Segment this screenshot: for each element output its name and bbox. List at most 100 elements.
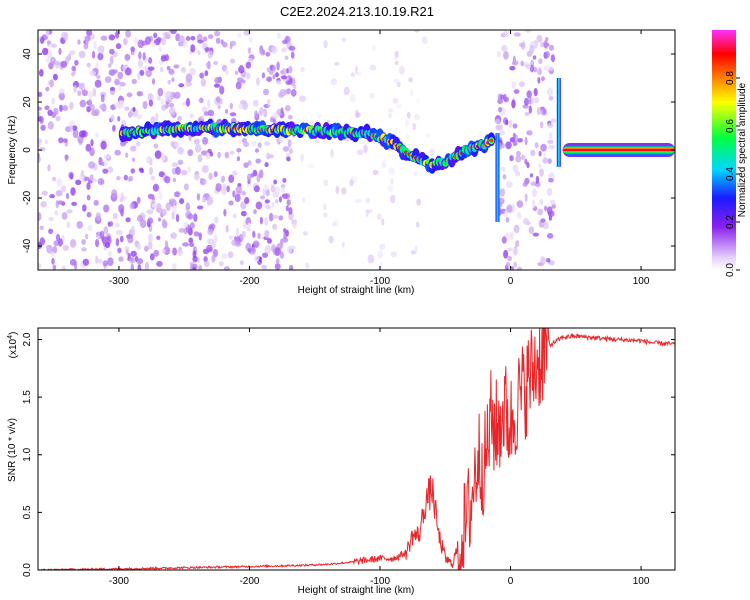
heatmap-noise-cell: [406, 112, 411, 119]
heatmap-noise-cell: [80, 169, 85, 177]
heatmap-noise-cell: [161, 104, 167, 111]
heatmap-noise-cell: [130, 46, 135, 53]
heatmap-noise-cell: [254, 255, 260, 262]
heatmap-noise-cell: [229, 112, 237, 117]
heatmap-noise-cell: [142, 52, 146, 61]
heatmap-noise-cell: [509, 137, 516, 143]
heatmap-noise-cell: [75, 179, 82, 186]
heatmap-noise-cell: [355, 112, 361, 118]
heatmap-noise-cell: [161, 36, 166, 46]
heatmap-noise-cell: [86, 62, 91, 68]
heatmap-noise-cell: [341, 37, 346, 42]
heatmap-noise-cell: [211, 241, 217, 248]
heatmap-noise-cell: [229, 43, 233, 50]
heatmap-noise-cell: [285, 80, 292, 86]
heatmap-noise-cell: [307, 163, 315, 169]
heatmap-noise-cell: [315, 139, 320, 144]
heatmap-noise-cell: [114, 78, 120, 86]
heatmap-noise-cell: [285, 229, 289, 237]
heatmap-noise-cell: [395, 104, 402, 109]
heatmap-noise-cell: [267, 154, 275, 159]
heatmap-noise-cell: [57, 200, 64, 205]
heatmap-noise-cell: [410, 89, 414, 97]
heatmap-noise-cell: [147, 217, 154, 225]
heatmap-noise-cell: [266, 76, 272, 82]
heatmap-noise-cell: [513, 32, 521, 37]
heatmap-noise-cell: [52, 73, 58, 81]
heatmap-noise-cell: [130, 168, 135, 174]
heatmap-noise-cell: [76, 221, 83, 229]
heatmap-noise-cell: [250, 173, 255, 178]
heatmap-noise-cell: [103, 204, 110, 213]
heatmap-noise-cell: [282, 178, 287, 183]
heatmap-noise-cell: [244, 197, 250, 204]
heatmap-noise-cell: [425, 133, 431, 138]
heatmap-noise-cell: [281, 186, 286, 194]
heatmap-noise-cell: [110, 114, 115, 122]
heatmap-noise-cell: [517, 211, 522, 220]
heatmap-noise-cell: [158, 191, 163, 201]
heatmap-noise-cell: [49, 79, 54, 88]
heatmap-noise-cell: [148, 99, 153, 107]
heatmap-noise-cell: [93, 40, 97, 50]
heatmap-noise-cell: [284, 89, 292, 95]
heatmap-noise-cell: [89, 174, 94, 181]
heatmap-noise-cell: [189, 242, 195, 247]
heatmap-noise-cell: [207, 50, 213, 59]
heatmap-noise-cell: [264, 199, 270, 204]
heatmap-noise-cell: [60, 185, 67, 193]
heatmap-noise-cell: [265, 189, 270, 197]
heatmap-noise-cell: [286, 156, 291, 162]
heatmap-noise-cell: [547, 122, 553, 128]
heatmap-noise-cell: [221, 175, 225, 183]
heatmap-noise-cell: [547, 210, 555, 217]
heatmap-noise-cell: [429, 147, 435, 157]
heatmap-noise-cell: [171, 162, 179, 167]
heatmap-noise-cell: [153, 32, 158, 39]
heatmap-noise-cell: [50, 43, 57, 48]
heatmap-noise-cell: [162, 218, 166, 226]
heatmap-noise-cell: [104, 154, 111, 159]
heatmap-noise-cell: [387, 185, 394, 192]
heatmap-noise-cell: [81, 239, 86, 245]
heatmap-noise-cell: [379, 243, 386, 250]
heatmap-noise-cell: [39, 225, 44, 231]
heatmap-noise-cell: [153, 249, 160, 257]
heatmap-noise-cell: [524, 137, 528, 146]
heatmap-noise-cell: [223, 208, 227, 217]
heatmap-noise-cell: [115, 30, 120, 39]
heatmap-noise-cell: [48, 228, 54, 235]
heatmap-noise-cell: [112, 69, 118, 74]
heatmap-noise-cell: [240, 210, 247, 217]
heatmap-noise-cell: [119, 82, 126, 87]
heatmap-noise-cell: [335, 185, 340, 195]
heatmap-noise-cell: [408, 77, 413, 83]
heatmap-noise-cell: [276, 61, 280, 71]
heatmap-noise-cell: [371, 45, 376, 51]
heatmap-noise-cell: [118, 85, 122, 92]
heatmap-noise-cell: [93, 199, 99, 206]
chart-title: C2E2.2024.213.10.19.R21: [280, 4, 434, 19]
heatmap-noise-cell: [124, 67, 132, 76]
heatmap-noise-cell: [288, 207, 293, 215]
heatmap-noise-cell: [275, 72, 279, 78]
heatmap-noise-cell: [38, 111, 41, 117]
heatmap-noise-cell: [240, 100, 247, 105]
colorbar-tick-label: 0.8: [725, 71, 736, 85]
heatmap-noise-cell: [100, 140, 107, 150]
heatmap-noise-cell: [169, 106, 176, 116]
heatmap-noise-cell: [540, 41, 545, 48]
heatmap-noise-cell: [280, 75, 288, 80]
snr-scale-suffix: ): [8, 332, 19, 335]
heatmap-noise-cell: [39, 116, 44, 124]
heatmap-noise-cell: [95, 239, 100, 248]
heatmap-noise-cell: [343, 86, 350, 96]
heatmap-noise-cell: [150, 175, 155, 181]
heatmap-noise-cell: [136, 114, 143, 120]
heatmap-noise-cell: [227, 251, 234, 259]
heatmap-noise-cell: [278, 215, 284, 221]
heatmap-noise-cell: [299, 95, 307, 102]
heatmap-noise-cell: [249, 36, 253, 43]
heatmap-noise-cell: [501, 45, 508, 52]
